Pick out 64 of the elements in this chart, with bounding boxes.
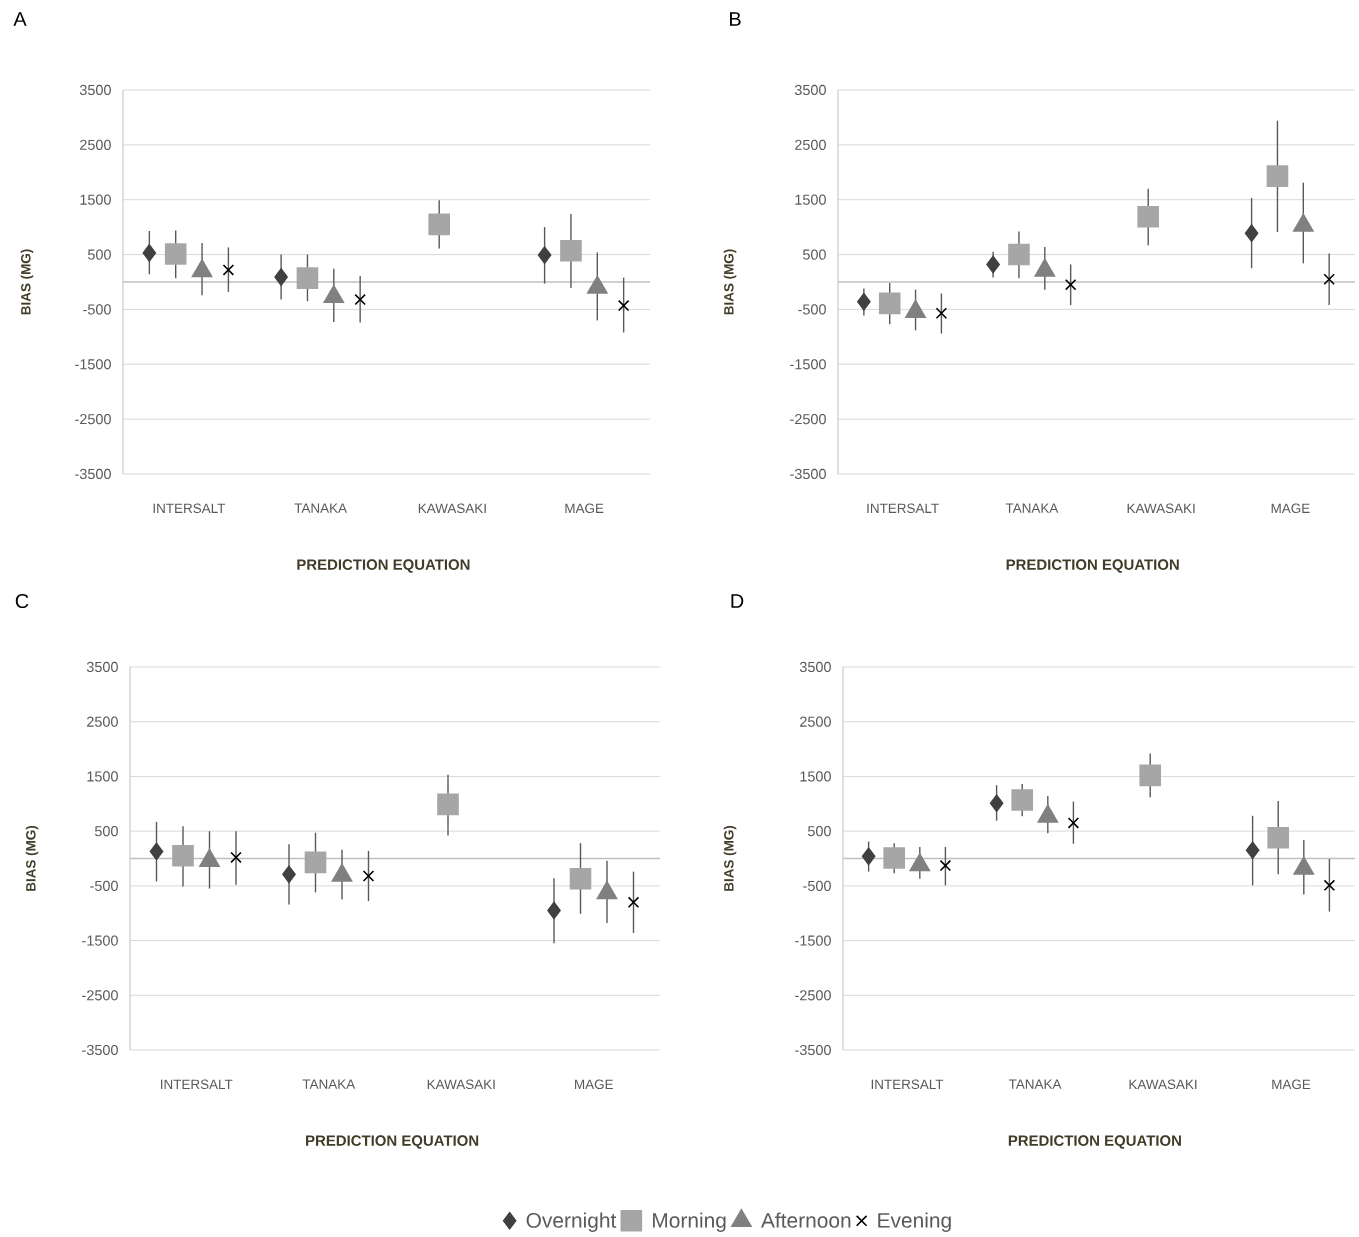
y-tick-label: -1500 [82, 935, 118, 946]
chart-title: C [15, 593, 29, 609]
y-tick-label: -500 [798, 304, 826, 315]
x-tick-label: INTERSALT [867, 503, 939, 514]
y-tick-label: 3500 [86, 661, 118, 673]
y-axis-title: BIAS (MG) [723, 249, 737, 315]
y-tick-label: 1500 [800, 771, 831, 782]
x-tick-label: INTERSALT [871, 1079, 944, 1090]
y-tick-label: -2500 [75, 414, 111, 425]
y-axis-title: BIAS (MG) [25, 825, 39, 891]
legend-label: Evening [878, 1212, 951, 1232]
y-tick-label: 3500 [794, 84, 826, 96]
y-tick-label: -1500 [75, 359, 111, 370]
y-tick-label: -2500 [790, 414, 826, 425]
y-tick-label: -1500 [795, 935, 831, 946]
x-tick-label: KAWASAKI [1127, 503, 1195, 514]
y-tick-label: 500 [802, 249, 826, 260]
x-tick-label: KAWASAKI [418, 503, 486, 514]
x-tick-label: MAGE [1272, 1079, 1311, 1090]
y-tick-label: -1500 [790, 359, 826, 370]
x-tick-label: MAGE [565, 503, 604, 514]
y-tick-label: 2500 [795, 139, 826, 150]
chart-title: D [731, 594, 744, 608]
x-tick-label: TANAKA [1008, 1079, 1062, 1089]
x-tick-label: TANAKA [1005, 503, 1059, 513]
y-tick-label: 500 [87, 249, 111, 260]
y-tick-label: 500 [94, 826, 118, 837]
x-axis-title: PREDICTION EQUATION [1006, 559, 1179, 573]
legend-label: Morning [653, 1212, 726, 1232]
y-tick-label: 1500 [795, 194, 826, 205]
x-tick-label: TANAKA [294, 503, 348, 513]
x-tick-label: INTERSALT [153, 503, 226, 514]
x-tick-label: MAGE [1271, 503, 1310, 514]
chart-title: B [730, 12, 741, 26]
y-tick-label: -3500 [790, 468, 826, 480]
y-axis-title: BIAS (MG) [20, 249, 34, 315]
y-tick-label: -3500 [82, 1044, 118, 1056]
x-axis-title: PREDICTION EQUATION [306, 1135, 479, 1149]
y-axis-title: BIAS (MG) [723, 825, 737, 891]
y-tick-label: 2500 [800, 716, 831, 727]
y-tick-label: -3500 [75, 468, 111, 480]
y-tick-label: 1500 [87, 771, 118, 782]
y-tick-label: -500 [803, 880, 831, 891]
y-tick-label: 1500 [80, 194, 111, 205]
y-tick-label: -500 [90, 880, 118, 891]
x-tick-label: MAGE [575, 1079, 613, 1090]
x-tick-label: KAWASAKI [427, 1079, 495, 1090]
x-tick-label: KAWASAKI [1129, 1079, 1197, 1090]
y-tick-label: 2500 [87, 716, 118, 727]
y-tick-label: -500 [83, 304, 111, 315]
x-axis-title: PREDICTION EQUATION [297, 559, 470, 573]
legend-label: Overnight [526, 1212, 617, 1232]
y-tick-label: 2500 [80, 139, 111, 150]
y-tick-label: 500 [807, 826, 831, 837]
x-axis-title: PREDICTION EQUATION [1008, 1135, 1181, 1149]
x-tick-label: TANAKA [302, 1079, 356, 1089]
y-tick-label: 3500 [799, 661, 831, 673]
x-tick-label: INTERSALT [160, 1079, 233, 1090]
y-tick-label: -3500 [795, 1044, 831, 1056]
chart-title: A [13, 12, 27, 26]
legend-label: Afternoon [761, 1212, 851, 1228]
y-tick-label: 3500 [79, 84, 111, 96]
y-tick-label: -2500 [795, 990, 831, 1001]
y-tick-label: -2500 [82, 990, 118, 1001]
